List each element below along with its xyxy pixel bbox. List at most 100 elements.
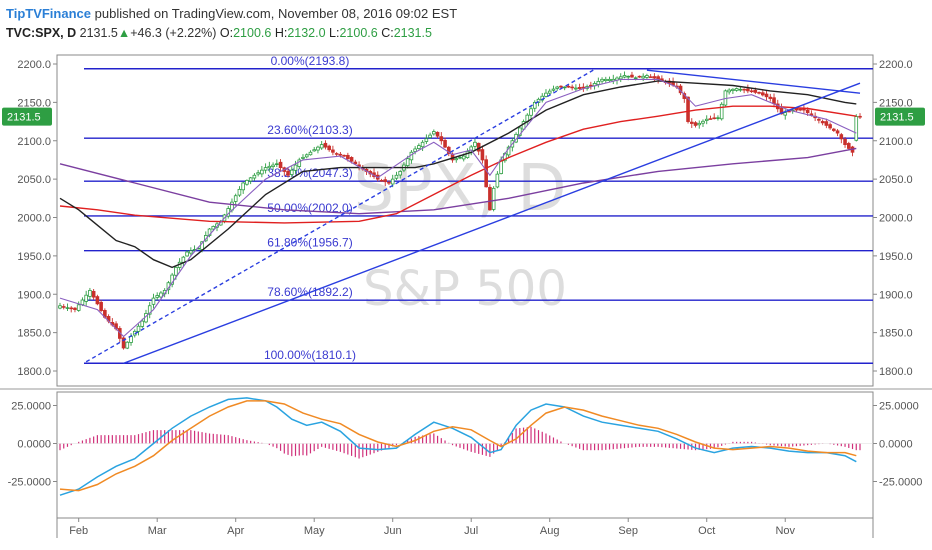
candle [551, 85, 556, 92]
macd-y-label-left: 0.0000 [17, 439, 51, 451]
candle-body [346, 154, 350, 160]
y-tick-label-right: 1850.0 [879, 328, 913, 340]
candle [555, 85, 559, 91]
candle-body [95, 296, 100, 305]
candle-body [129, 336, 133, 343]
axes: 1800.0 1800.0 1850.0 1850.0 1900.0 1900.0 1950… [2, 59, 925, 537]
publisher-link[interactable]: TipTVFinance [6, 6, 91, 21]
candle-body [140, 320, 145, 327]
candle-body [633, 77, 638, 80]
candle-body [708, 118, 713, 120]
candle-body [704, 118, 709, 121]
candle [245, 179, 249, 186]
candle [544, 89, 548, 98]
candle [712, 113, 717, 120]
candle-body [555, 86, 559, 89]
candle [480, 145, 485, 164]
candle-body [551, 88, 556, 91]
candle [260, 165, 264, 178]
candle-body [798, 108, 802, 111]
ma-long-purple-line [59, 147, 857, 215]
publish-line: TipTVFinance published on TradingView.co… [6, 6, 457, 21]
symbol-label[interactable]: TVC:SPX, D [6, 26, 77, 40]
candle [473, 137, 477, 151]
x-tick-label: Apr [227, 525, 244, 537]
chart-frame [0, 54, 932, 538]
candle-body [454, 158, 459, 161]
candle [820, 119, 825, 126]
candle-body [581, 86, 586, 89]
watermark: SPX, D S&P 500 [353, 152, 566, 317]
candle-body [301, 156, 305, 159]
candle [271, 162, 275, 171]
close-value: 2131.5 [393, 26, 432, 40]
candle [768, 93, 773, 102]
candle [293, 160, 298, 174]
candle [413, 146, 417, 155]
candle [858, 113, 862, 119]
macd-y-label-left: -25.0000 [8, 477, 51, 489]
candle [701, 119, 705, 128]
candle [237, 186, 242, 197]
fib-level-label: 50.00%(2002.0) [267, 201, 352, 215]
candle [570, 84, 574, 91]
candle-body [603, 78, 608, 82]
candle [727, 88, 731, 95]
candle-body [846, 143, 851, 149]
candle [420, 140, 425, 152]
candle [693, 121, 698, 128]
y-tick-label-right: 1900.0 [879, 289, 913, 301]
candle-body [383, 179, 388, 183]
candle [383, 176, 388, 187]
candle-body [342, 154, 346, 157]
candle [443, 137, 447, 149]
macd-y-label-right: 25.0000 [879, 401, 919, 413]
candle [151, 293, 156, 309]
candle-body [701, 120, 705, 124]
candle [84, 290, 88, 306]
candle [603, 76, 608, 83]
macd-y-label-right: 0.0000 [879, 439, 913, 451]
candle-body [693, 122, 698, 126]
y-tick-label-right: 2050.0 [879, 174, 913, 186]
x-tick-label: Mar [148, 525, 167, 537]
candle-body [185, 251, 189, 257]
candle [600, 77, 604, 85]
candle-body [304, 154, 309, 158]
candle [323, 140, 328, 150]
open-label: O: [219, 26, 234, 40]
candle-body [267, 165, 272, 169]
up-arrow-icon: ▲ [117, 26, 131, 40]
candle-body [559, 85, 563, 88]
candle [716, 115, 720, 121]
candle [159, 290, 163, 300]
candle-body [435, 131, 440, 137]
y-tick-label-left: 1900.0 [17, 289, 51, 301]
candle [761, 89, 765, 97]
candle-body [562, 86, 567, 89]
candle [618, 73, 623, 83]
candle [667, 78, 672, 87]
candle-body [278, 161, 283, 169]
candle [252, 173, 257, 181]
candle-body [458, 156, 462, 159]
y-tick-label-right: 2200.0 [879, 59, 913, 71]
candle [289, 166, 294, 178]
candle-body [88, 290, 92, 297]
candle [577, 83, 582, 90]
candle [454, 157, 459, 163]
candle [233, 193, 238, 206]
candle-body [641, 75, 645, 79]
candle [88, 287, 92, 301]
candle [708, 115, 713, 120]
candle-body [607, 78, 612, 82]
ema-purple-line [59, 78, 857, 338]
candle-body [241, 182, 245, 191]
macd-line [59, 397, 857, 496]
candle-body [783, 112, 788, 116]
candle-body [331, 149, 335, 153]
candle-body [237, 188, 242, 196]
candle [136, 323, 141, 336]
badge-text: 2131.5 [7, 112, 41, 124]
